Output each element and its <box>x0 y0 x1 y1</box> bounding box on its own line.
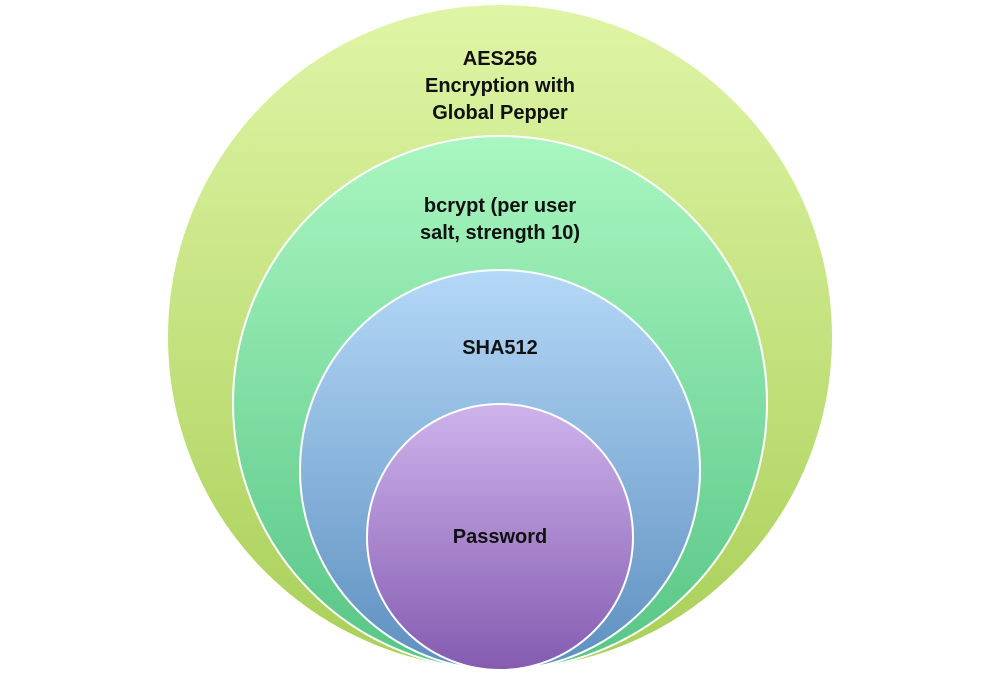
password-label-line: Password <box>452 526 548 548</box>
aes256-label-line: Encryption with <box>425 75 575 97</box>
aes256-label: AES256 Encryption with Global Pepper <box>330 46 670 127</box>
aes256-label-line: Global Pepper <box>432 102 568 124</box>
password-label: Password <box>330 524 670 551</box>
aes256-label-line: AES256 <box>462 48 538 70</box>
bcrypt-label-line: bcrypt (per user <box>423 195 577 217</box>
bcrypt-label: bcrypt (per user salt, strength 10) <box>330 193 670 247</box>
password-circle <box>366 403 634 671</box>
bcrypt-label-line: salt, strength 10) <box>419 222 581 244</box>
sha512-label-line: SHA512 <box>462 337 538 359</box>
sha512-label: SHA512 <box>330 335 670 362</box>
